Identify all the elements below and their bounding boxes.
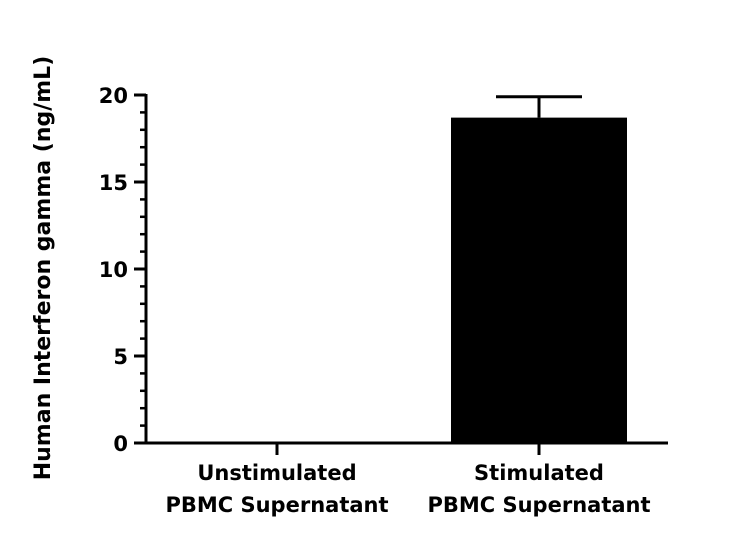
y-axis: 0 5 10 15 20: [99, 84, 148, 456]
y-tick-label: 10: [99, 258, 128, 282]
y-tick-label: 5: [113, 345, 128, 369]
y-tick-label: 20: [99, 84, 128, 108]
bars: [451, 117, 627, 444]
y-axis-title: Human Interferon gamma (ng/mL): [31, 56, 56, 481]
y-tick-label: 0: [113, 432, 128, 456]
x-axis: Unstimulated PBMC Supernatant Stimulated PB…: [144, 441, 668, 517]
error-bars: [496, 95, 582, 118]
x-category-label: Stimulated PBMC Supernatant: [427, 461, 650, 517]
bar: [451, 117, 627, 444]
x-category-label: Unstimulated PBMC Supernatant: [165, 461, 388, 517]
y-tick-label: 15: [99, 171, 128, 195]
